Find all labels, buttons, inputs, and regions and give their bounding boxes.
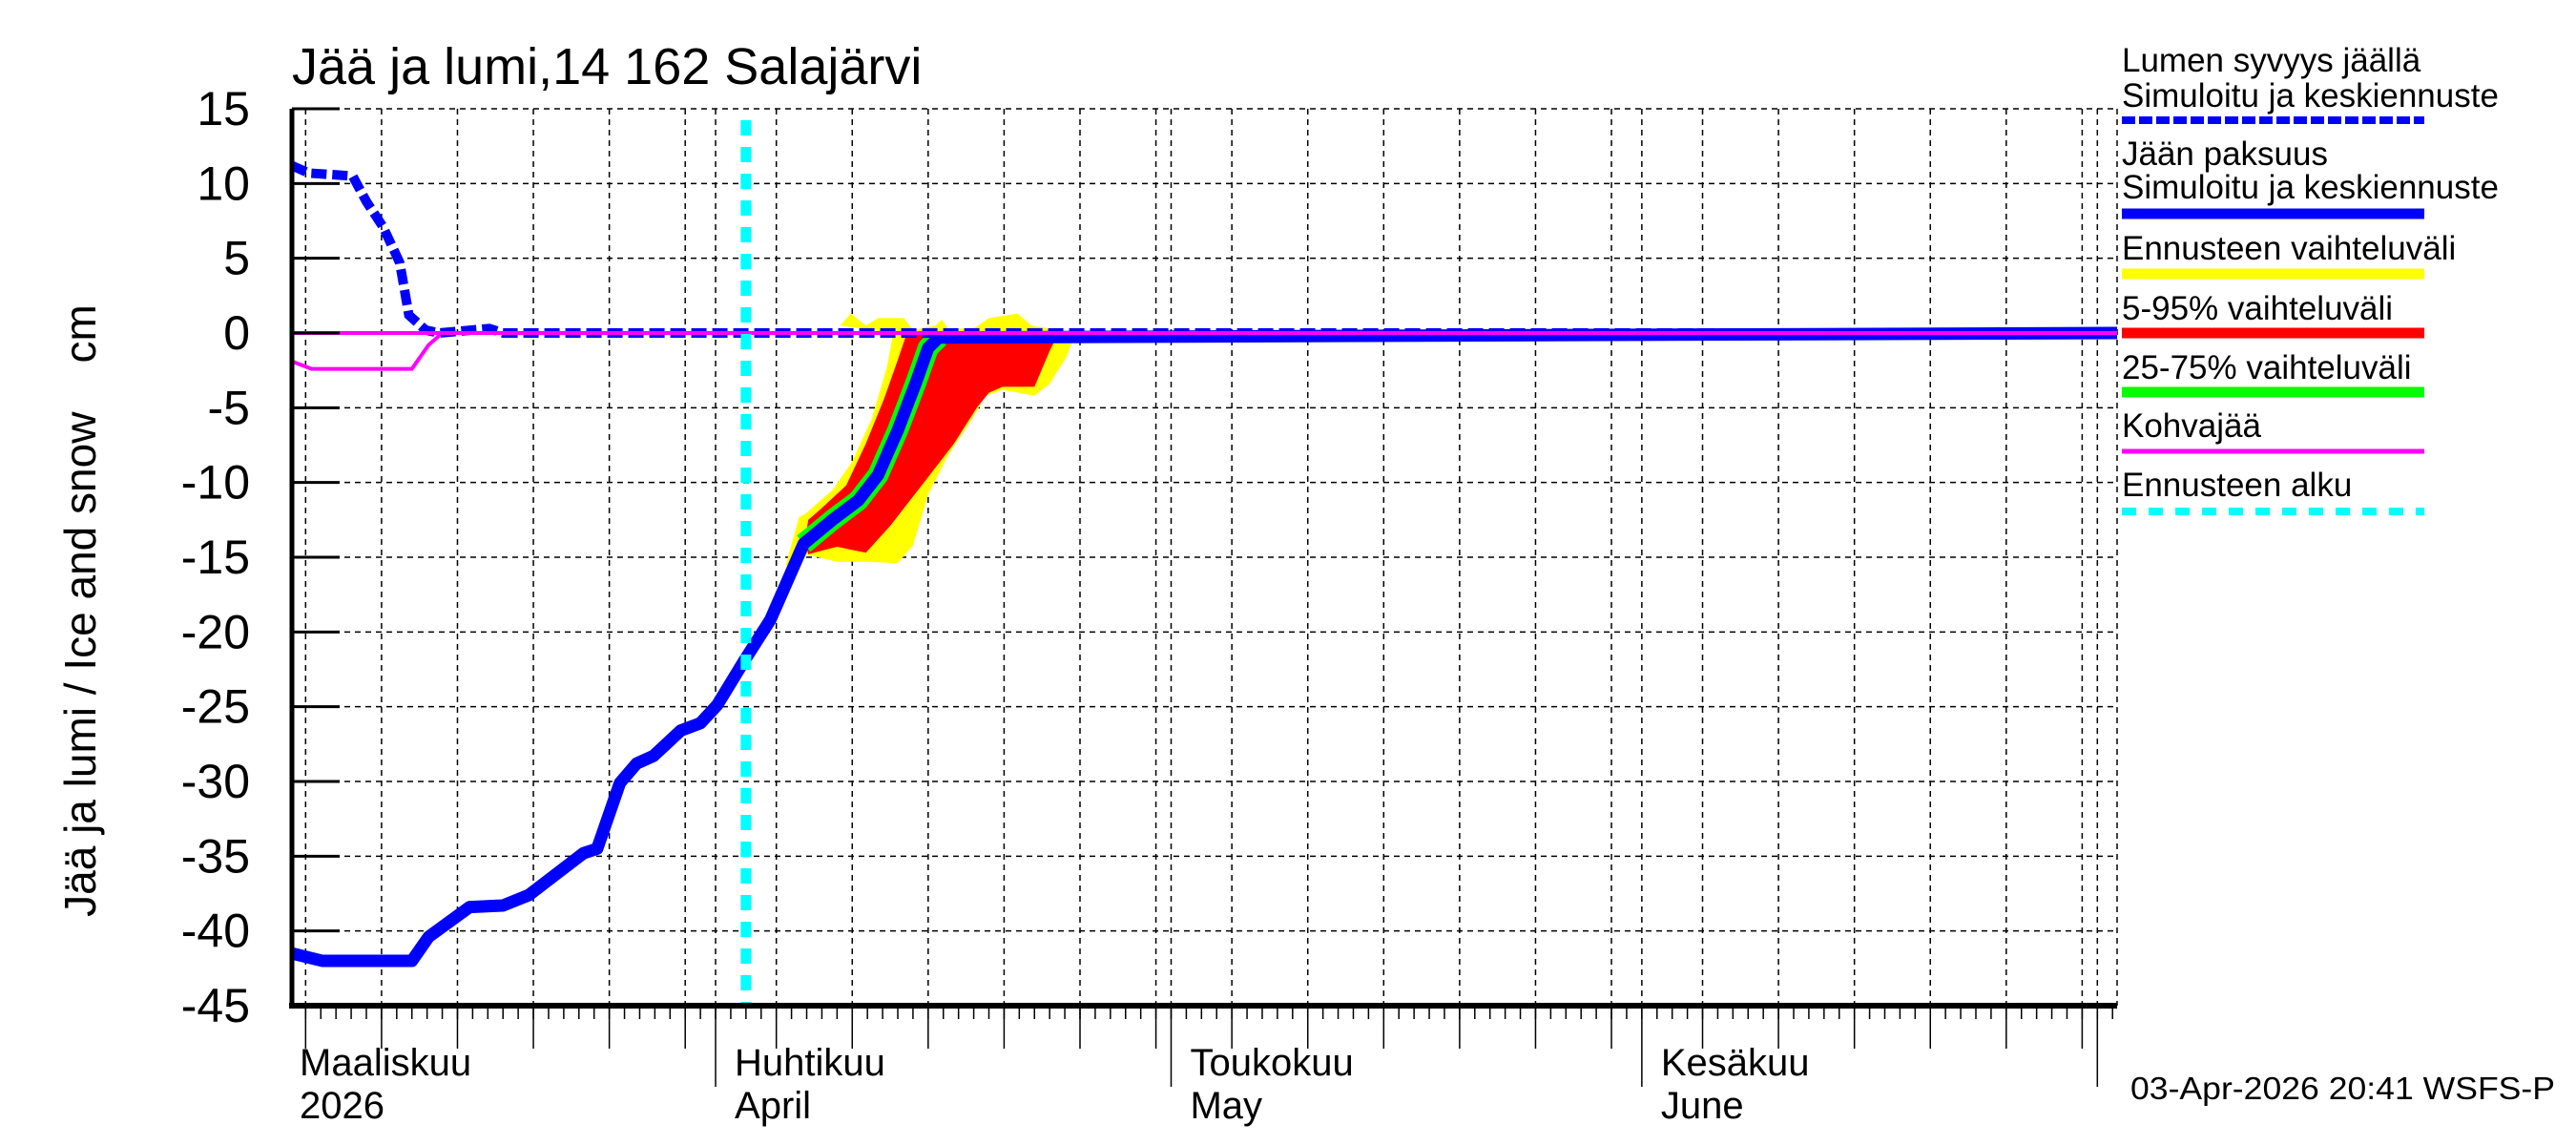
legend-label: Ennusteen alku [2122,467,2352,504]
legend-label: Kohvajää [2122,407,2261,445]
y-axis-label: Jää ja lumi / Ice and snow cm [55,304,105,917]
legend-label: 5-95% vaihteluväli [2122,290,2393,327]
y-tick-label: -30 [181,755,250,808]
legend-label: Lumen syvyys jäällä [2122,42,2421,79]
chart-title: Jää ja lumi,14 162 Salajärvi [292,38,922,95]
snow-depth-line [289,160,2117,339]
month-sublabel: April [735,1085,811,1127]
legend-label: Ennusteen vaihteluväli [2122,230,2456,267]
ice-thickness-line [290,326,2118,968]
y-tick-label: 15 [197,82,250,135]
month-label: Huhtikuu [735,1042,885,1084]
legend-sublabel: Simuloitu ja keskiennuste [2122,77,2499,114]
y-tick-label: -35 [181,829,250,883]
legend-sublabel: Simuloitu ja keskiennuste [2122,169,2499,206]
y-tick-label: -5 [208,381,250,434]
y-tick-label: -45 [181,979,250,1032]
y-tick-label: 0 [223,306,250,360]
legend-label: 25-75% vaihteluväli [2122,349,2412,386]
month-label: Maaliskuu [300,1042,471,1084]
y-tick-label: -10 [181,456,250,510]
y-tick-label: -15 [181,531,250,584]
axes: 15 10 5 0 -5 -10 -15 -20 -25 -30 -35 -40 -45 Maalisku… [181,82,2117,1127]
month-sublabel: June [1661,1085,1744,1127]
y-tick-label: -25 [181,680,250,734]
grid [292,108,2118,1007]
y-tick-label: 5 [223,232,250,285]
series-lines [289,120,2118,1006]
month-label: Kesäkuu [1661,1042,1810,1084]
y-tick-label: -40 [181,905,250,958]
legend-label: Jään paksuus [2122,135,2328,173]
month-sublabel: May [1190,1085,1262,1127]
timestamp-footer: 03-Apr-2026 20:41 WSFS-P [2130,1071,2555,1106]
y-tick-label: 10 [197,156,250,210]
month-sublabel: 2026 [300,1085,384,1127]
y-tick-label: -20 [181,605,250,658]
month-label: Toukokuu [1190,1042,1353,1084]
